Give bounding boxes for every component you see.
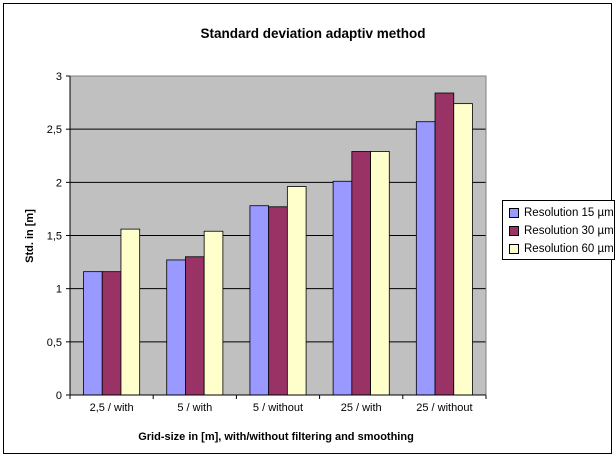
y-tick-label: 0 — [56, 390, 62, 402]
legend-label: Resolution 60 µm — [524, 243, 614, 255]
bar — [101, 271, 122, 396]
legend-swatch — [509, 208, 519, 218]
bar — [203, 230, 224, 396]
x-tick-label: 2,5 / with — [90, 402, 134, 414]
bar — [434, 92, 455, 396]
x-tick-label: 25 / without — [416, 402, 472, 414]
y-tick-label: 1 — [56, 284, 62, 296]
bar — [185, 256, 205, 396]
x-tick-label: 5 / without — [253, 402, 303, 414]
y-tick-label: 3 — [56, 71, 62, 83]
legend-swatch — [509, 226, 519, 236]
bar — [120, 228, 141, 396]
plot-area: 0 0,5 1 1,5 2 2,5 3 2,5 / with 5 / with 5 / witho… — [47, 71, 487, 414]
legend-item: Resolution 60 µm — [509, 240, 614, 258]
bar — [370, 151, 390, 396]
legend-item: Resolution 30 µm — [509, 222, 614, 240]
bar — [453, 103, 473, 396]
bar — [286, 186, 307, 396]
x-axis-label: Grid-size in [m], with/without filtering… — [138, 431, 414, 443]
legend-label: Resolution 15 µm — [524, 207, 614, 219]
y-axis-label: Std. in [m] — [24, 209, 36, 263]
y-tick-label: 2 — [56, 177, 62, 189]
y-tick-label: 2,5 — [47, 124, 62, 136]
legend-swatch — [509, 244, 519, 254]
legend-label: Resolution 30 µm — [524, 225, 614, 237]
y-tick-label: 1,5 — [47, 231, 62, 243]
bar — [166, 259, 186, 396]
bar — [249, 205, 270, 396]
x-tick-label: 25 / with — [341, 402, 382, 414]
bar — [332, 180, 353, 396]
legend-item: Resolution 15 µm — [509, 204, 614, 222]
x-tick-label: 5 / with — [177, 402, 212, 414]
bar — [268, 206, 288, 396]
legend: Resolution 15 µm Resolution 30 µm Resolu… — [502, 200, 615, 260]
bar — [415, 121, 436, 396]
bar — [83, 271, 103, 396]
chart-title: Standard deviation adaptiv method — [200, 26, 425, 41]
bar — [351, 151, 371, 396]
y-tick-label: 0,5 — [47, 337, 62, 349]
